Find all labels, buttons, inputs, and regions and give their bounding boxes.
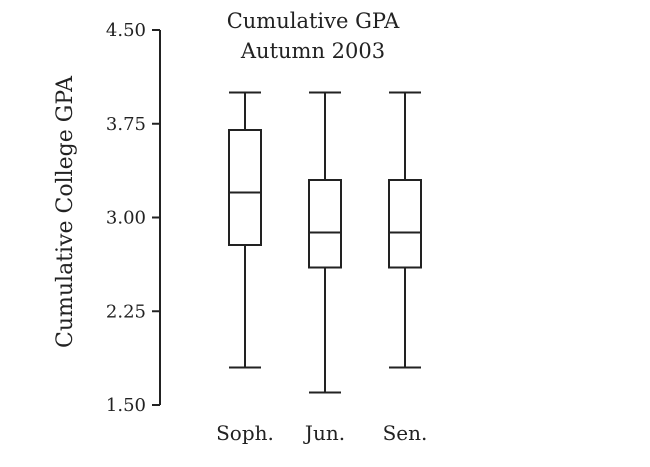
y-tick-label: 1.50 (106, 395, 146, 416)
chart-title: Cumulative GPA (227, 9, 400, 33)
box-plots (228, 91, 422, 394)
chart-subtitle: Autumn 2003 (240, 39, 385, 63)
y-tick-label: 2.25 (106, 301, 146, 322)
y-tick-label: 3.75 (106, 114, 146, 135)
interquartile-box (308, 179, 342, 269)
box-plot-3 (388, 91, 422, 369)
y-tick-label: 3.00 (106, 208, 146, 229)
y-axis-ticks: 4.50 3.75 3.00 2.25 1.50 (106, 20, 160, 416)
category-label: Jun. (303, 421, 345, 445)
y-axis-label: Cumulative College GPA (53, 75, 78, 348)
category-label: Soph. (216, 421, 274, 445)
box-plot-2 (308, 91, 342, 394)
category-labels: Soph. Jun. Sen. (216, 421, 427, 445)
category-label: Sen. (383, 421, 428, 445)
interquartile-box (388, 179, 422, 269)
interquartile-box (228, 129, 262, 246)
y-tick-label: 4.50 (106, 20, 146, 41)
box-plot-1 (228, 91, 262, 369)
